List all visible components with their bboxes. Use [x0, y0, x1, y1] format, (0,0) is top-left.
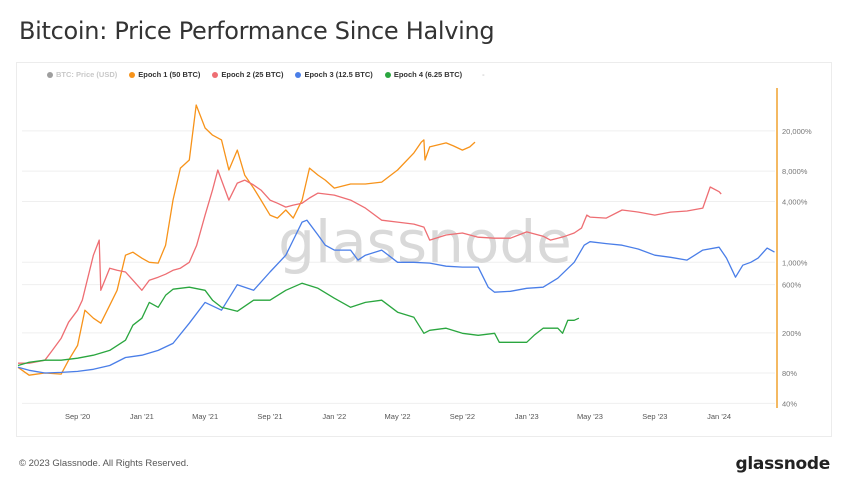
y-tick-label: 80% [782, 369, 797, 378]
page-title: Bitcoin: Price Performance Since Halving [19, 17, 495, 45]
x-tick-label: Jan '21 [130, 412, 154, 421]
x-tick-label: Sep '21 [257, 412, 282, 421]
watermark: glassnode [278, 208, 572, 276]
series-line-epoch-2 [18, 169, 722, 364]
legend: BTC: Price (USD) Epoch 1 (50 BTC) Epoch … [47, 70, 485, 79]
y-tick-label: 40% [782, 399, 797, 408]
legend-dot-icon [384, 71, 391, 78]
legend-label: - [482, 70, 485, 79]
y-tick-label: 200% [782, 329, 802, 338]
x-tick-label: May '23 [577, 412, 603, 421]
legend-label: BTC: Price (USD) [56, 70, 118, 79]
glassnode-logo: glassnode [735, 454, 831, 474]
legend-item-epoch-4[interactable]: Epoch 4 (6.25 BTC) [384, 70, 463, 79]
chart-card [16, 62, 832, 437]
legend-item-epoch-1[interactable]: Epoch 1 (50 BTC) [129, 70, 200, 79]
series-line-epoch-1 [17, 104, 476, 376]
x-tick-label: Jan '23 [515, 412, 539, 421]
legend-item-epoch-2[interactable]: Epoch 2 (25 BTC) [212, 70, 283, 79]
y-tick-label: 1,000% [782, 258, 808, 267]
legend-item-epoch-3[interactable]: Epoch 3 (12.5 BTC) [295, 70, 373, 79]
copyright: © 2023 Glassnode. All Rights Reserved. [19, 458, 189, 469]
legend-dot-icon [212, 71, 219, 78]
x-tick-label: May '21 [192, 412, 218, 421]
y-tick-label: 4,000% [782, 197, 808, 206]
legend-label: Epoch 4 (6.25 BTC) [393, 70, 463, 79]
legend-item-extra[interactable]: - [482, 70, 485, 79]
series-line-epoch-3 [17, 219, 775, 374]
y-tick-label: 600% [782, 281, 802, 290]
legend-label: Epoch 1 (50 BTC) [138, 70, 201, 79]
legend-dot-icon [295, 71, 302, 78]
legend-label: Epoch 2 (25 BTC) [221, 70, 284, 79]
y-tick-label: 8,000% [782, 167, 808, 176]
x-tick-label: Jan '22 [322, 412, 346, 421]
y-tick-label: 20,000% [782, 127, 812, 136]
x-tick-label: May '22 [385, 412, 411, 421]
x-tick-label: Sep '22 [450, 412, 475, 421]
x-tick-label: Sep '23 [642, 412, 667, 421]
legend-label: Epoch 3 (12.5 BTC) [304, 70, 373, 79]
legend-dot-icon [129, 71, 136, 78]
legend-item-btc-price[interactable]: BTC: Price (USD) [47, 70, 117, 79]
legend-dot-icon [47, 71, 53, 78]
x-tick-label: Jan '24 [707, 412, 731, 421]
x-tick-label: Sep '20 [65, 412, 90, 421]
series-line-epoch-4 [17, 282, 580, 367]
